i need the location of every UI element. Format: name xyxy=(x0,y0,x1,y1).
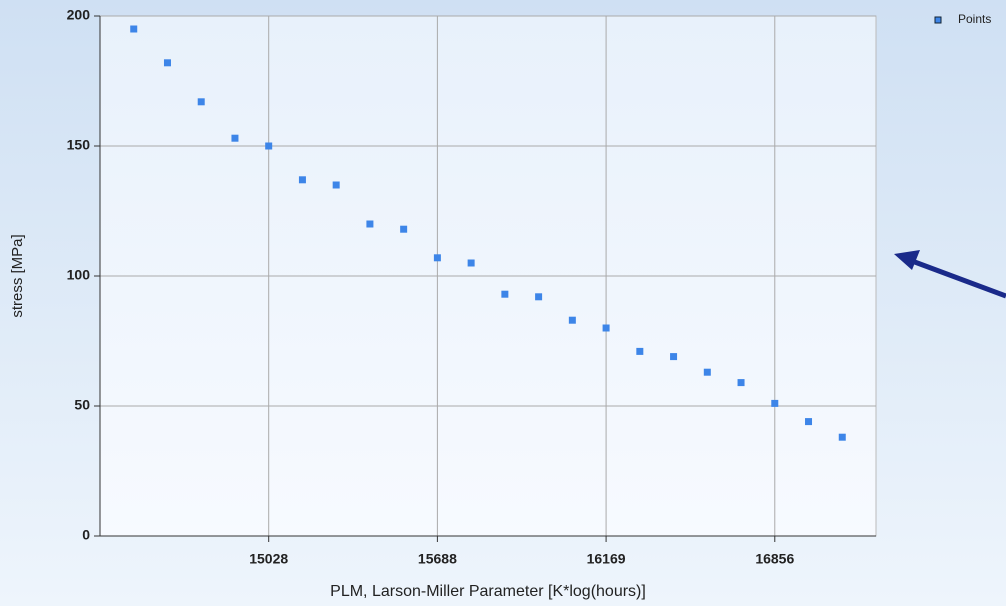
point xyxy=(130,25,138,33)
legend-marker xyxy=(934,16,942,24)
x-tick-label: 15688 xyxy=(418,551,457,567)
point xyxy=(366,220,374,228)
x-tick-label: 15028 xyxy=(249,551,288,567)
y-tick-label: 0 xyxy=(82,527,90,543)
arrow-head xyxy=(894,250,920,270)
y-tick-label: 200 xyxy=(67,7,91,23)
point xyxy=(231,134,239,142)
point xyxy=(568,316,576,324)
y-tick-label: 100 xyxy=(67,267,91,283)
x-axis-label: PLM, Larson-Miller Parameter [K*log(hour… xyxy=(330,583,646,600)
point xyxy=(332,181,340,189)
point xyxy=(670,353,678,361)
y-axis-label: stress [MPa] xyxy=(9,234,26,317)
x-tick-label: 16169 xyxy=(587,551,626,567)
arrow-shaft xyxy=(903,255,1006,299)
point xyxy=(805,418,813,426)
point xyxy=(636,347,644,355)
y-tick-label: 150 xyxy=(67,137,91,153)
x-tick-label: 16856 xyxy=(755,551,794,567)
point xyxy=(265,142,273,150)
point xyxy=(602,324,610,332)
point xyxy=(535,293,543,301)
point xyxy=(737,379,745,387)
point xyxy=(703,368,711,376)
y-tick-label: 50 xyxy=(74,397,90,413)
point xyxy=(467,259,475,267)
point xyxy=(163,59,171,67)
point xyxy=(501,290,509,298)
point xyxy=(400,225,408,233)
point xyxy=(197,98,205,106)
legend-label: Points xyxy=(958,12,991,26)
point xyxy=(433,254,441,262)
point xyxy=(298,176,306,184)
point xyxy=(771,399,779,407)
point xyxy=(838,433,846,441)
